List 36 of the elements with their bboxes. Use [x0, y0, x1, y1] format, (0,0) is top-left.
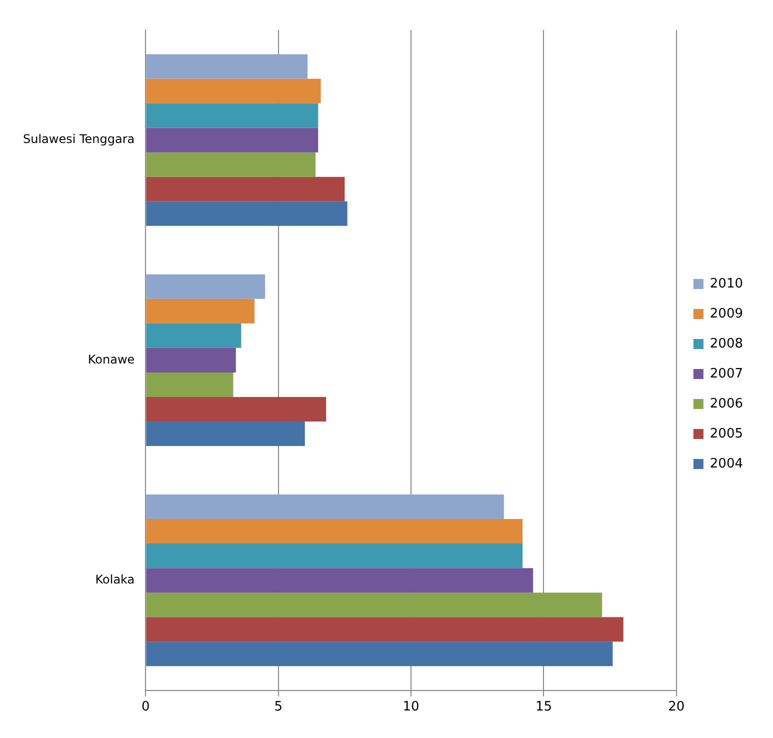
x-tick-label: 10	[402, 700, 420, 715]
bar	[146, 54, 308, 79]
bar	[146, 544, 522, 568]
bar	[146, 422, 305, 446]
y-tick-label: Kolaka	[95, 572, 135, 586]
bar	[146, 103, 318, 128]
bar	[146, 274, 266, 299]
legend-label: 2009	[710, 306, 744, 322]
bar	[146, 152, 316, 177]
bar	[146, 519, 522, 544]
bar	[146, 201, 348, 226]
legend-label: 2010	[710, 276, 744, 292]
bar	[146, 617, 624, 642]
legend-label: 2004	[710, 456, 744, 472]
bar	[146, 176, 345, 202]
y-tick-label: Sulawesi Tenggara	[22, 132, 135, 146]
bar	[146, 323, 242, 348]
bar	[146, 592, 602, 618]
y-tick-label: Konawe	[88, 352, 135, 366]
x-tick-label: 0	[142, 700, 150, 715]
bar	[146, 396, 326, 422]
x-tick-label: 15	[535, 700, 552, 715]
bar	[146, 494, 504, 520]
bar	[146, 372, 234, 397]
x-tick-label: 20	[668, 700, 685, 715]
bar	[146, 298, 254, 324]
bar	[146, 642, 613, 666]
bar	[146, 78, 321, 104]
legend-label: 2007	[710, 366, 744, 382]
bar	[146, 348, 236, 372]
x-tick-label: 5	[274, 700, 282, 715]
bar	[146, 128, 318, 152]
legend-label: 2008	[710, 336, 744, 352]
legend-label: 2005	[710, 426, 744, 442]
legend-label: 2006	[710, 396, 744, 412]
bar	[146, 568, 534, 593]
